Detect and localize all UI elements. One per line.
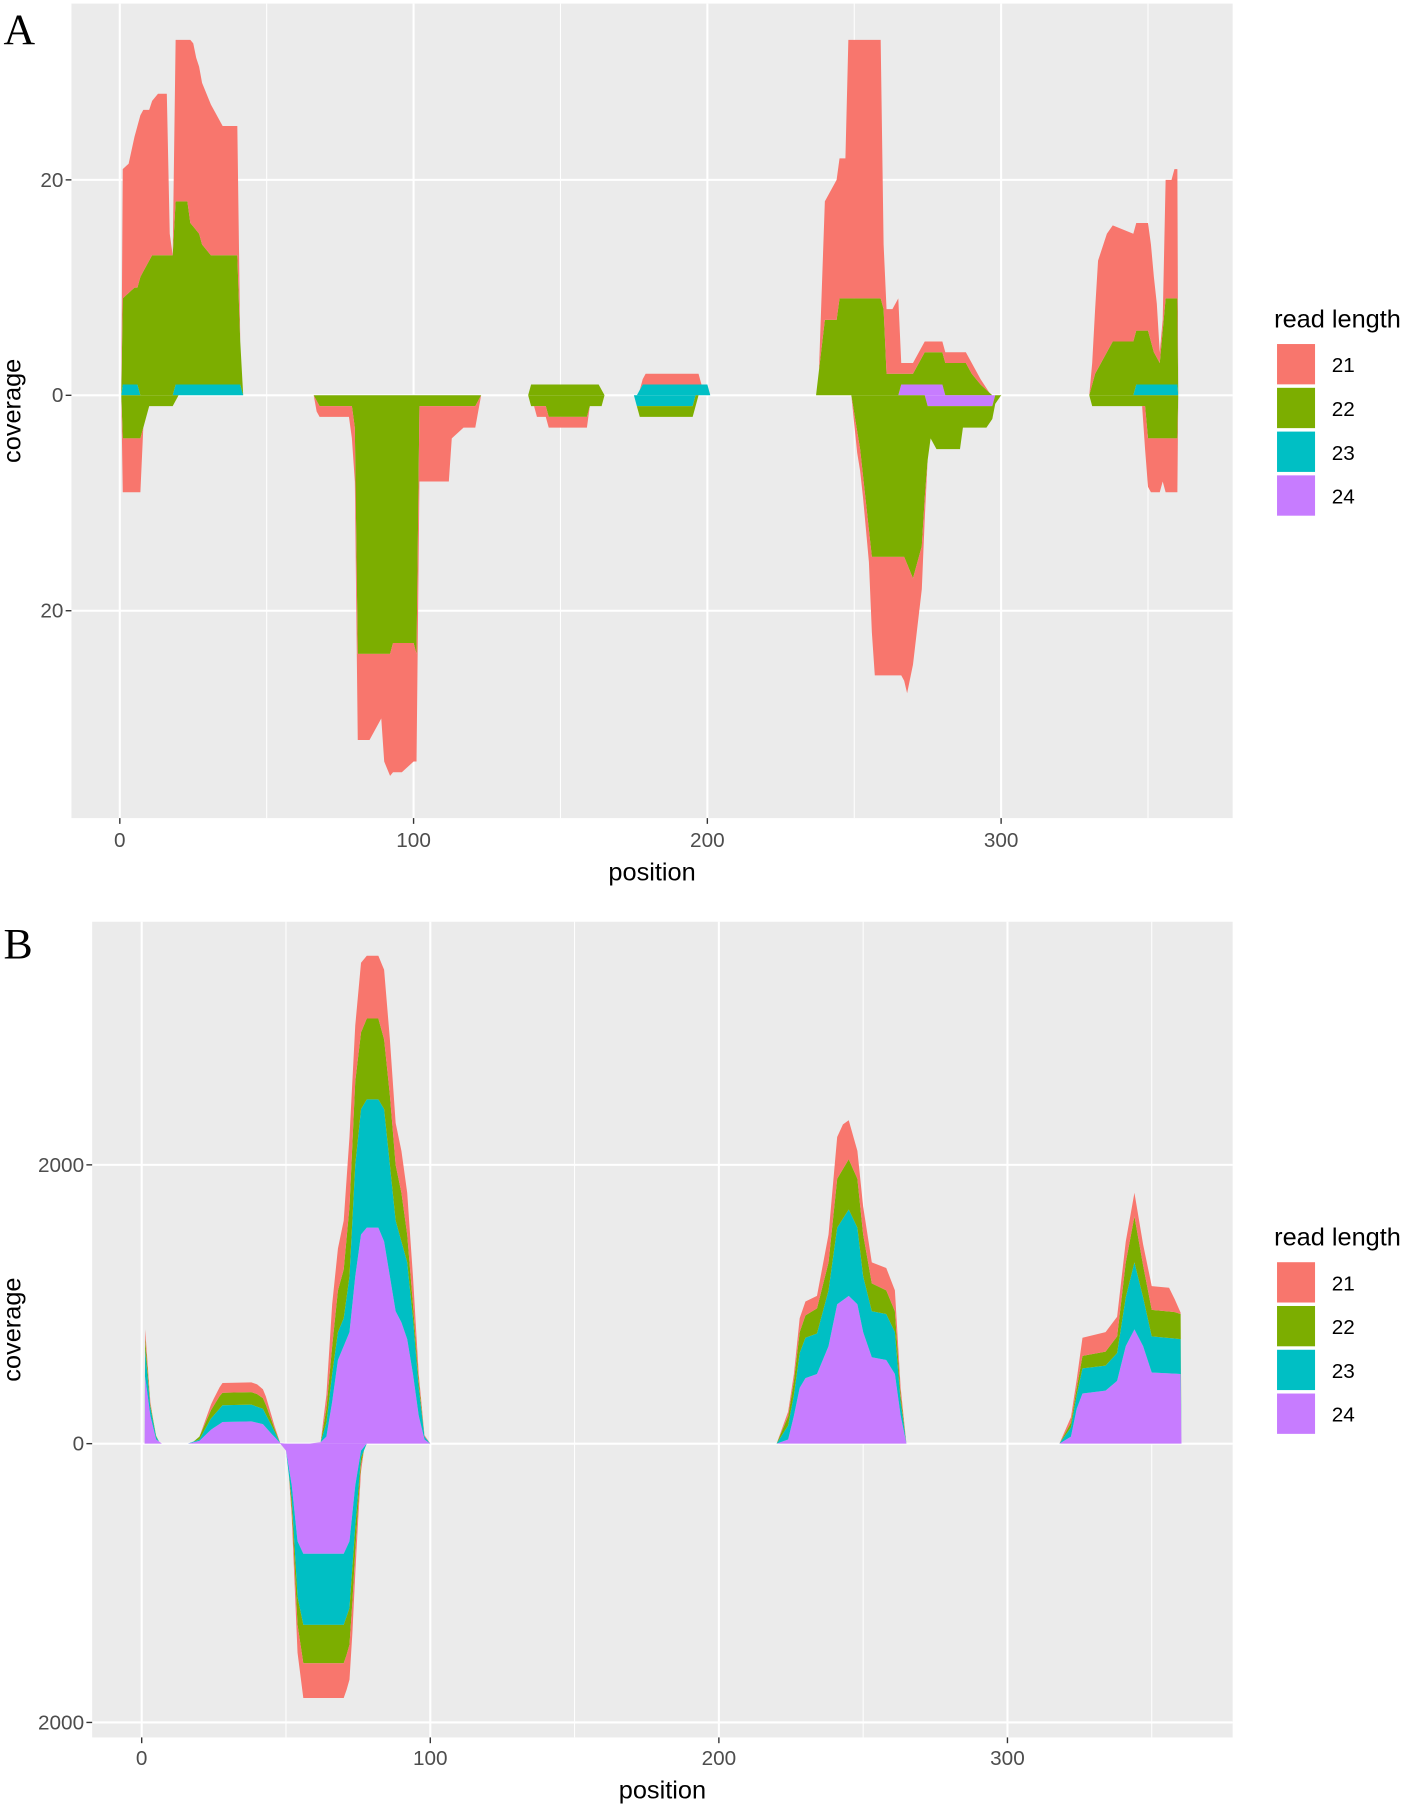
- area-minus-series-22: [121, 395, 1179, 654]
- x-axis-title: position: [619, 1776, 706, 1804]
- x-tick-label: 0: [136, 1747, 148, 1770]
- area-plus-series-23: [144, 1099, 1182, 1444]
- legend-label: 24: [1332, 1404, 1355, 1427]
- legend-key-24: [1275, 474, 1317, 517]
- panel-label: B: [3, 921, 32, 969]
- x-tick-label: 200: [702, 1747, 737, 1770]
- panel-B: 0 100 200 300 2000 0 2000 position coverage Bread…: [0, 921, 1401, 1805]
- x-tick-label: 200: [690, 829, 725, 852]
- x-tick-label: 300: [984, 829, 1019, 852]
- legend: read length 21 22 23 24: [1274, 305, 1401, 517]
- legend-label: 21: [1332, 354, 1355, 377]
- y-axis-title: coverage: [0, 1277, 27, 1381]
- legend-label: 21: [1332, 1272, 1355, 1295]
- area-plus-series-22: [144, 1018, 1182, 1444]
- legend-key-22: [1275, 1304, 1317, 1348]
- area-plus-series-22: [121, 201, 1179, 396]
- x-axis-title: position: [608, 858, 695, 886]
- x-tick-label: 0: [114, 829, 126, 852]
- area-plus-series-23: [121, 384, 1179, 396]
- legend-key-23: [1275, 430, 1317, 474]
- legend-label: 22: [1332, 398, 1355, 421]
- plot-background: [92, 921, 1233, 1738]
- area-plus-series-24: [144, 1227, 1182, 1444]
- x-tick-label: 300: [990, 1747, 1025, 1770]
- legend-key-21: [1275, 1261, 1317, 1304]
- legend-key-22: [1275, 386, 1317, 430]
- y-axis-title: coverage: [0, 359, 27, 463]
- y-tick-label: 2000: [38, 1711, 84, 1734]
- panel-label: A: [3, 6, 35, 54]
- area-plus-series-24: [121, 384, 1179, 396]
- legend-key-21: [1275, 342, 1317, 386]
- legend-label: 23: [1332, 442, 1355, 465]
- area-minus-series-23: [121, 395, 1179, 407]
- legend-label: 23: [1332, 1360, 1355, 1383]
- legend-label: 22: [1332, 1316, 1355, 1339]
- area-minus-series-23: [280, 1443, 367, 1625]
- y-tick-label: 20: [40, 600, 63, 623]
- legend-key-23: [1275, 1348, 1317, 1392]
- y-tick-label: 0: [52, 384, 64, 407]
- y-tick-label: 0: [73, 1433, 85, 1456]
- area-minus-series-21: [121, 395, 1179, 776]
- legend-title: read length: [1274, 305, 1401, 333]
- x-tick-label: 100: [396, 829, 431, 852]
- legend: read length 21 22 23 24: [1274, 1224, 1401, 1436]
- y-tick-label: 2000: [38, 1154, 84, 1177]
- area-minus-series-24: [280, 1443, 367, 1554]
- legend-label: 24: [1332, 486, 1355, 509]
- x-tick-label: 100: [413, 1747, 448, 1770]
- legend-key-24: [1275, 1392, 1317, 1436]
- area-minus-series-24: [121, 395, 1179, 407]
- y-tick-label: 20: [40, 169, 63, 192]
- legend-title: read length: [1274, 1224, 1401, 1252]
